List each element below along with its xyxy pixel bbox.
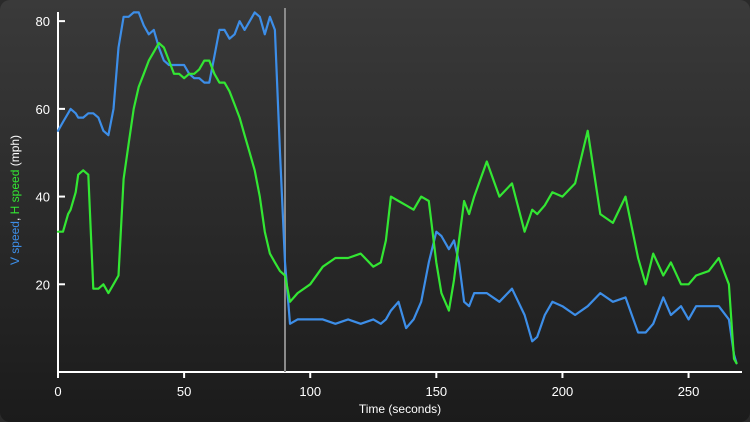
y-axis-title-part: , (8, 214, 22, 221)
y-ticks: 20 40 60 80 (36, 14, 65, 292)
x-tick-label: 200 (552, 384, 574, 399)
series-line-v-speed (56, 11, 738, 365)
x-tick-label: 250 (678, 384, 700, 399)
y-tick-label: 80 (36, 14, 50, 29)
axes (57, 12, 742, 373)
y-tick-label: 40 (36, 190, 50, 205)
x-axis-title: Time (seconds) (359, 402, 441, 416)
y-axis-title: V speed, H speed (mph) (8, 135, 22, 265)
y-axis-title-part: (mph) (8, 135, 22, 170)
x-tick-label: 50 (177, 384, 191, 399)
series-lines (56, 11, 738, 365)
y-axis-title-part: V speed (8, 221, 22, 265)
series-line-h-speed (56, 41, 738, 365)
x-tick-label: 100 (299, 384, 321, 399)
y-axis-title-part: H speed (8, 170, 22, 215)
x-tick-label: 0 (54, 384, 61, 399)
y-tick-label: 60 (36, 102, 50, 117)
x-tick-label: 150 (425, 384, 447, 399)
x-ticks: 0 50 100 150 200 250 (54, 372, 699, 399)
y-tick-label: 20 (36, 277, 50, 292)
